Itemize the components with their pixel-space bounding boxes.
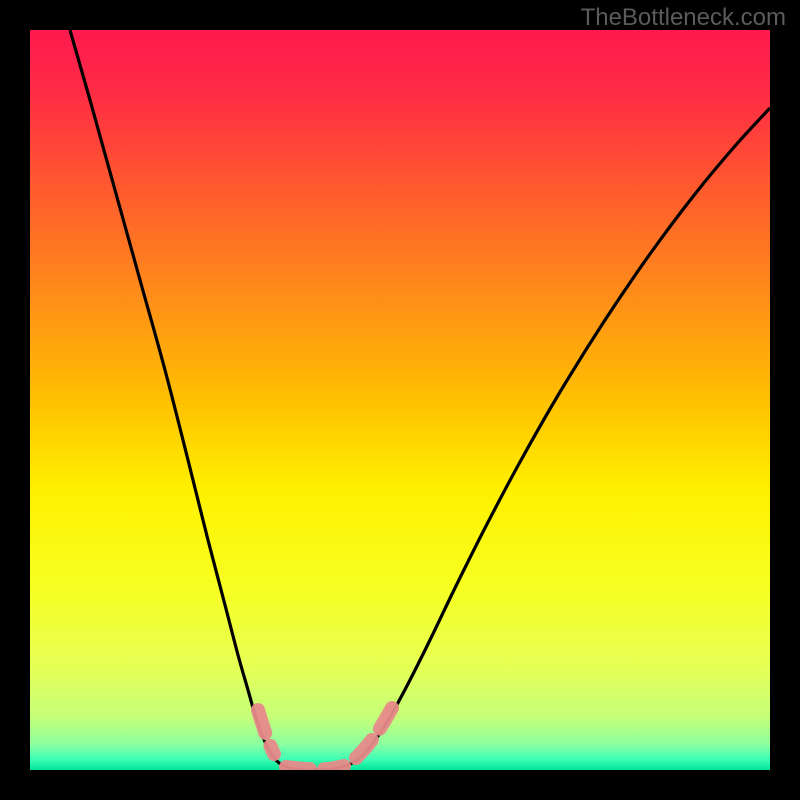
highlight-segment-0	[258, 710, 274, 754]
watermark-text: TheBottleneck.com	[581, 4, 786, 32]
chart-stage: TheBottleneck.com	[0, 0, 800, 800]
highlight-segment-1	[286, 766, 344, 769]
bottleneck-curve	[70, 30, 770, 770]
curves-layer	[0, 0, 800, 800]
highlight-segment-2	[356, 708, 392, 758]
